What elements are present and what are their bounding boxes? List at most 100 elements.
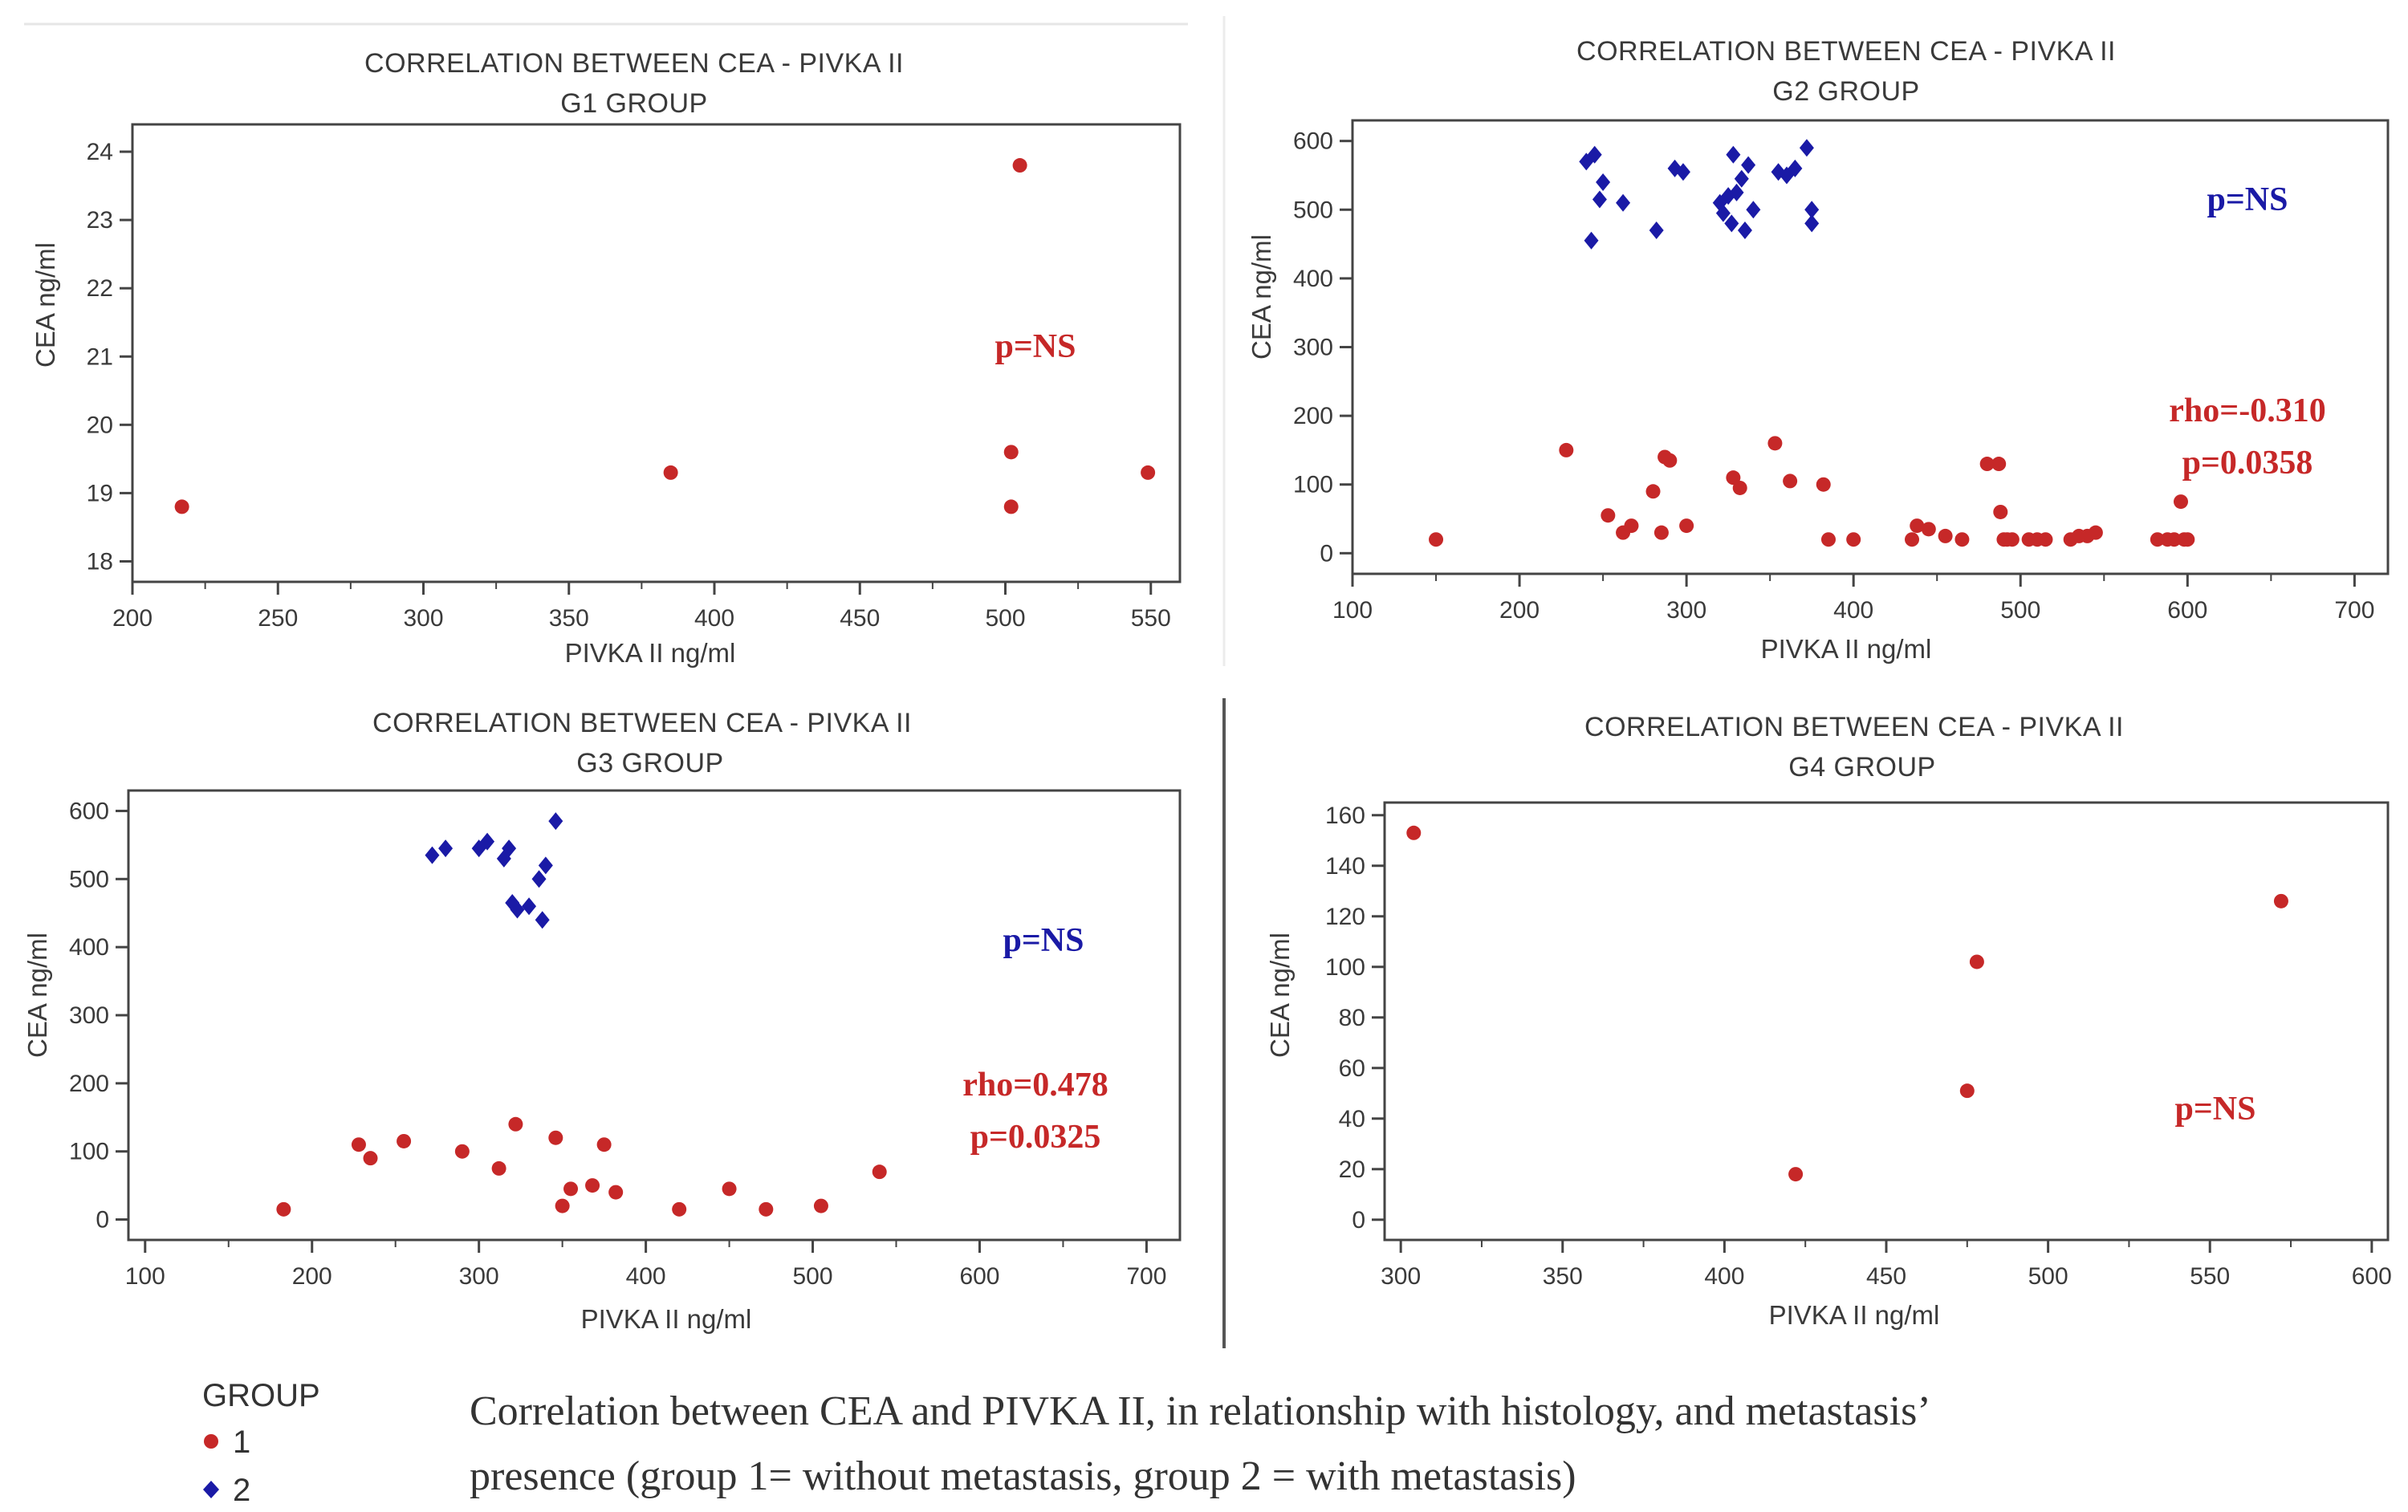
data-point-group-2 (1584, 231, 1599, 250)
x-tick-label: 700 (1126, 1263, 1166, 1290)
y-tick-label: 160 (1325, 803, 1365, 829)
chart-subtitle: G4 GROUP (1788, 752, 1935, 782)
data-point-group-2 (1737, 221, 1752, 239)
legend-marker-group-2 (203, 1481, 219, 1498)
y-tick-label: 400 (1293, 266, 1333, 292)
data-point-group-1 (1969, 954, 1984, 969)
data-point-group-1 (2004, 532, 2020, 547)
y-tick-label: 120 (1325, 904, 1365, 930)
y-tick-label: 600 (69, 798, 109, 824)
y-tick-label: 22 (87, 275, 113, 302)
x-tick-label: 400 (1704, 1263, 1744, 1290)
data-point-group-2 (538, 856, 553, 875)
legend-label-group-2: 2 (233, 1473, 250, 1508)
data-point-group-2 (1799, 139, 1814, 157)
data-point-group-2 (1715, 204, 1731, 222)
data-point-group-1 (2038, 532, 2053, 547)
x-tick-label: 600 (2352, 1263, 2392, 1290)
y-tick-label: 19 (87, 480, 113, 506)
data-point-group-1 (1003, 499, 1019, 514)
data-point-group-1 (1816, 477, 1831, 492)
x-tick-label: 200 (1499, 597, 1540, 624)
data-point-group-1 (1788, 1167, 1804, 1182)
x-tick-label: 300 (459, 1263, 499, 1290)
chart-subtitle: G3 GROUP (576, 748, 723, 778)
y-tick-label: 21 (87, 343, 113, 370)
data-point-group-1 (276, 1201, 291, 1217)
data-point-group-2 (1726, 145, 1741, 164)
data-point-group-1 (663, 465, 678, 480)
y-axis-label: CEA ng/ml (1265, 933, 1295, 1058)
x-tick-label: 600 (2167, 597, 2207, 624)
y-tick-label: 500 (69, 866, 109, 892)
y-tick-label: 100 (69, 1139, 109, 1165)
chart-panel-g4: CORRELATION BETWEEN CEA - PIVKA II G4 GRO… (1265, 712, 2392, 1330)
data-point-group-2 (1675, 163, 1690, 181)
data-point-group-2 (1804, 201, 1820, 219)
data-point-group-2 (1587, 145, 1602, 164)
statistics-annotation: p=NS (2207, 181, 2288, 218)
data-point-group-1 (1726, 470, 1741, 486)
data-point-group-1 (397, 1133, 412, 1148)
data-point-group-2 (1724, 214, 1739, 233)
data-point-group-1 (608, 1185, 624, 1200)
data-point-group-1 (563, 1181, 579, 1197)
data-point-group-1 (1141, 465, 1156, 480)
data-point-group-1 (1954, 532, 1970, 547)
y-tick-label: 300 (1293, 335, 1333, 361)
data-point-group-2 (502, 839, 517, 858)
figure-caption-line-2: presence (group 1= without metastasis, g… (470, 1453, 1576, 1499)
x-tick-label: 250 (258, 605, 298, 632)
x-axis-label: PIVKA II ng/ml (565, 638, 736, 668)
y-tick-label: 60 (1339, 1055, 1365, 1082)
y-tick-label: 18 (87, 548, 113, 575)
x-tick-label: 550 (1131, 605, 1171, 632)
data-point-group-1 (2166, 532, 2182, 547)
chart-title: CORRELATION BETWEEN CEA - PIVKA II (1584, 712, 2124, 742)
y-axis-label: CEA ng/ml (31, 242, 60, 368)
x-tick-label: 100 (1332, 597, 1373, 624)
x-tick-label: 400 (1833, 597, 1873, 624)
plot-frame (131, 123, 1182, 583)
data-point-group-1 (1959, 1083, 1975, 1099)
x-tick-label: 400 (626, 1263, 666, 1290)
x-tick-label: 300 (403, 605, 443, 632)
data-point-group-1 (1993, 504, 2008, 519)
x-tick-label: 500 (793, 1263, 833, 1290)
figure-caption-line-1: Correlation between CEA and PIVKA II, in… (470, 1388, 1931, 1434)
data-point-group-1 (813, 1198, 828, 1213)
data-point-group-1 (2088, 525, 2103, 540)
data-point-group-2 (425, 846, 440, 864)
data-point-group-1 (1910, 518, 1925, 534)
data-point-group-1 (1662, 453, 1678, 468)
data-point-group-2 (1729, 183, 1744, 201)
y-tick-label: 140 (1325, 853, 1365, 880)
data-point-group-1 (174, 499, 189, 514)
data-point-group-1 (555, 1198, 570, 1213)
data-point-group-1 (1645, 484, 1661, 499)
legend-marker-group-1 (204, 1434, 218, 1449)
data-point-group-2 (480, 832, 495, 851)
data-point-group-2 (1741, 156, 1756, 174)
data-point-group-2 (438, 839, 454, 858)
data-point-group-2 (522, 897, 537, 916)
y-tick-label: 23 (87, 207, 113, 234)
chart-subtitle: G2 GROUP (1772, 76, 1919, 107)
x-tick-label: 550 (2190, 1263, 2230, 1290)
x-tick-label: 200 (292, 1263, 332, 1290)
chart-panel-g3: CORRELATION BETWEEN CEA - PIVKA II G3 GRO… (22, 708, 1182, 1334)
x-tick-label: 500 (2028, 1263, 2068, 1290)
legend-title: GROUP (202, 1378, 320, 1413)
data-point-group-1 (548, 1130, 563, 1145)
data-point-group-1 (1921, 522, 1936, 537)
data-point-group-1 (363, 1151, 378, 1166)
data-point-group-2 (1596, 173, 1611, 192)
y-tick-label: 20 (1339, 1156, 1365, 1183)
data-point-group-1 (1559, 442, 1574, 457)
y-axis-label: CEA ng/ml (22, 933, 52, 1058)
chart-title: CORRELATION BETWEEN CEA - PIVKA II (364, 48, 904, 79)
x-tick-label: 100 (125, 1263, 165, 1290)
data-point-group-1 (759, 1201, 774, 1217)
data-point-group-2 (548, 812, 563, 831)
